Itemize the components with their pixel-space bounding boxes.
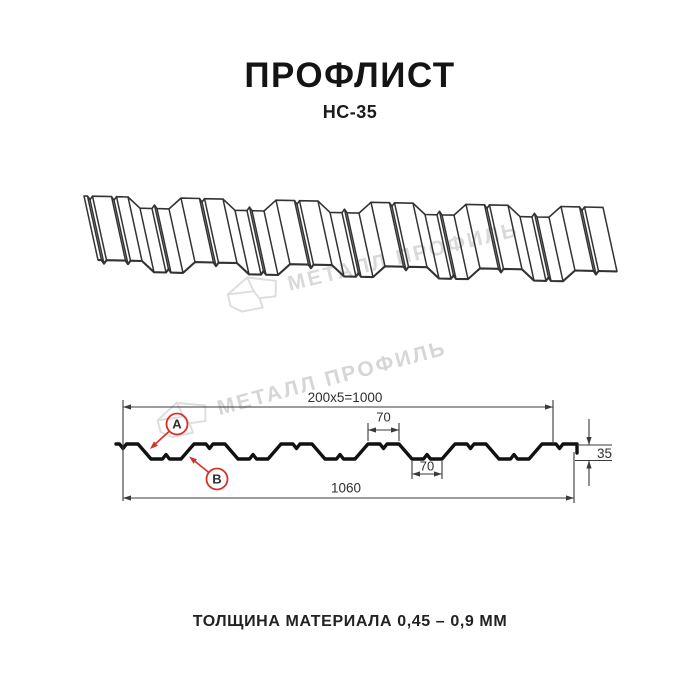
- dim-crest-width-label: 70: [376, 410, 390, 425]
- callout-b-circle: [205, 467, 229, 491]
- metall-profil-logo-icon: [226, 276, 277, 313]
- dimension-lines: [122, 400, 612, 503]
- callout-b-label: B: [212, 472, 221, 487]
- callout-a-circle: [165, 412, 189, 436]
- dim-trough-width-label: 70: [420, 459, 434, 474]
- watermark-upper: МЕТАЛЛ ПРОФИЛЬ: [222, 211, 523, 318]
- page-title: ПРОФЛИСТ: [244, 56, 456, 95]
- cross-section-profile: [114, 442, 579, 461]
- callout-b: B: [189, 456, 229, 491]
- dim-overall-width-label: 1060: [331, 481, 361, 496]
- callout-a: A: [150, 412, 189, 449]
- dim-top-width-label: 200x5=1000: [308, 390, 383, 405]
- sheet-3d-drawing: [83, 195, 618, 283]
- callout-a-label: A: [172, 417, 182, 432]
- thickness-note: ТОЛЩИНА МАТЕРИАЛА 0,45 – 0,9 ММ: [192, 613, 508, 630]
- product-code: НС-35: [322, 102, 378, 122]
- dim-height-label: 35: [597, 446, 612, 461]
- dimension-arrows: [123, 404, 592, 501]
